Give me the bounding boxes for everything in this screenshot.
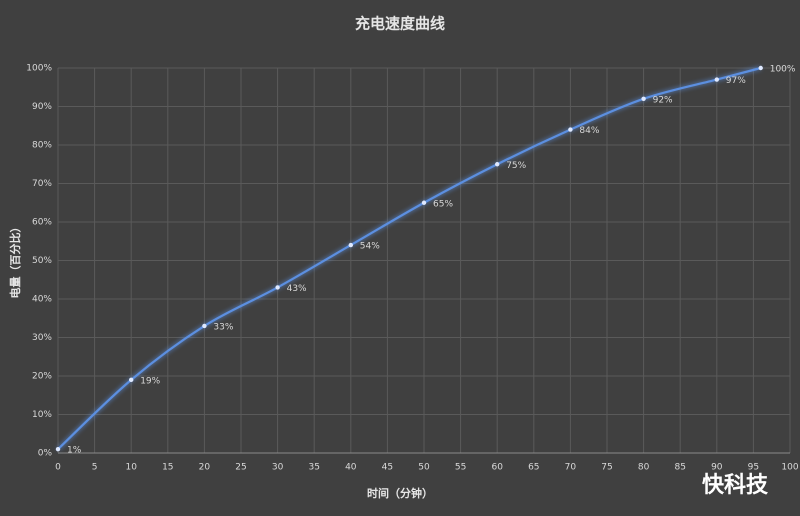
x-tick-label: 90 bbox=[711, 463, 723, 473]
marker bbox=[758, 65, 763, 71]
value-label: 43% bbox=[287, 284, 307, 294]
y-tick-label: 100% bbox=[26, 64, 52, 74]
marker bbox=[714, 77, 719, 82]
x-tick-label: 100 bbox=[781, 463, 798, 473]
y-axis-title: 电量（百分比） bbox=[8, 222, 22, 299]
x-tick-label: 95 bbox=[748, 463, 759, 473]
value-label: 75% bbox=[506, 161, 526, 171]
value-label: 100% bbox=[770, 65, 796, 75]
y-tick-label: 70% bbox=[32, 179, 52, 189]
marker bbox=[55, 446, 61, 452]
marker bbox=[568, 127, 573, 132]
x-axis-title: 时间（分钟） bbox=[367, 486, 433, 500]
line bbox=[57, 66, 761, 450]
value-label: 54% bbox=[360, 242, 380, 252]
x-tick-label: 65 bbox=[528, 463, 539, 473]
value-label: 65% bbox=[433, 199, 453, 209]
y-tick-label: 90% bbox=[32, 102, 52, 112]
x-tick-label: 80 bbox=[638, 463, 650, 473]
x-tick-label: 5 bbox=[92, 463, 98, 473]
x-tick-label: 25 bbox=[235, 463, 246, 473]
value-label: 19% bbox=[140, 376, 160, 386]
y-tick-label: 10% bbox=[32, 410, 52, 420]
x-tick-label: 45 bbox=[382, 463, 393, 473]
x-tick-label: 75 bbox=[601, 463, 612, 473]
y-tick-label: 80% bbox=[32, 141, 52, 151]
marker bbox=[348, 242, 353, 248]
marker bbox=[641, 96, 646, 102]
x-tick-label: 35 bbox=[308, 463, 319, 473]
value-label: 97% bbox=[726, 76, 746, 86]
x-tick-label: 10 bbox=[125, 463, 137, 473]
value-label: 92% bbox=[653, 95, 673, 105]
value-label: 33% bbox=[213, 322, 233, 332]
marker bbox=[495, 162, 500, 167]
watermark: 快科技 bbox=[702, 473, 769, 498]
y-tick-label: 20% bbox=[32, 372, 52, 382]
x-tick-label: 0 bbox=[55, 463, 61, 473]
value-label: 84% bbox=[579, 126, 599, 136]
y-tick-label: 30% bbox=[32, 333, 52, 343]
chart-title: 充电速度曲线 bbox=[355, 15, 445, 33]
marker bbox=[275, 285, 280, 290]
x-tick-label: 50 bbox=[418, 463, 430, 473]
y-tick-label: 50% bbox=[32, 256, 52, 266]
x-tick-label: 60 bbox=[491, 463, 503, 473]
x-tick-label: 85 bbox=[674, 463, 685, 473]
marker bbox=[202, 323, 207, 329]
x-tick-label: 20 bbox=[199, 463, 211, 473]
value-label: 1% bbox=[67, 446, 82, 456]
x-tick-label: 55 bbox=[455, 463, 466, 473]
x-tick-label: 30 bbox=[272, 463, 284, 473]
x-tick-label: 70 bbox=[565, 463, 577, 473]
x-tick-label: 40 bbox=[345, 463, 357, 473]
marker bbox=[129, 377, 134, 383]
y-tick-label: 40% bbox=[32, 295, 52, 305]
y-tick-label: 0% bbox=[38, 449, 53, 459]
marker bbox=[421, 200, 427, 205]
x-tick-label: 15 bbox=[162, 463, 173, 473]
y-tick-label: 60% bbox=[32, 218, 52, 228]
